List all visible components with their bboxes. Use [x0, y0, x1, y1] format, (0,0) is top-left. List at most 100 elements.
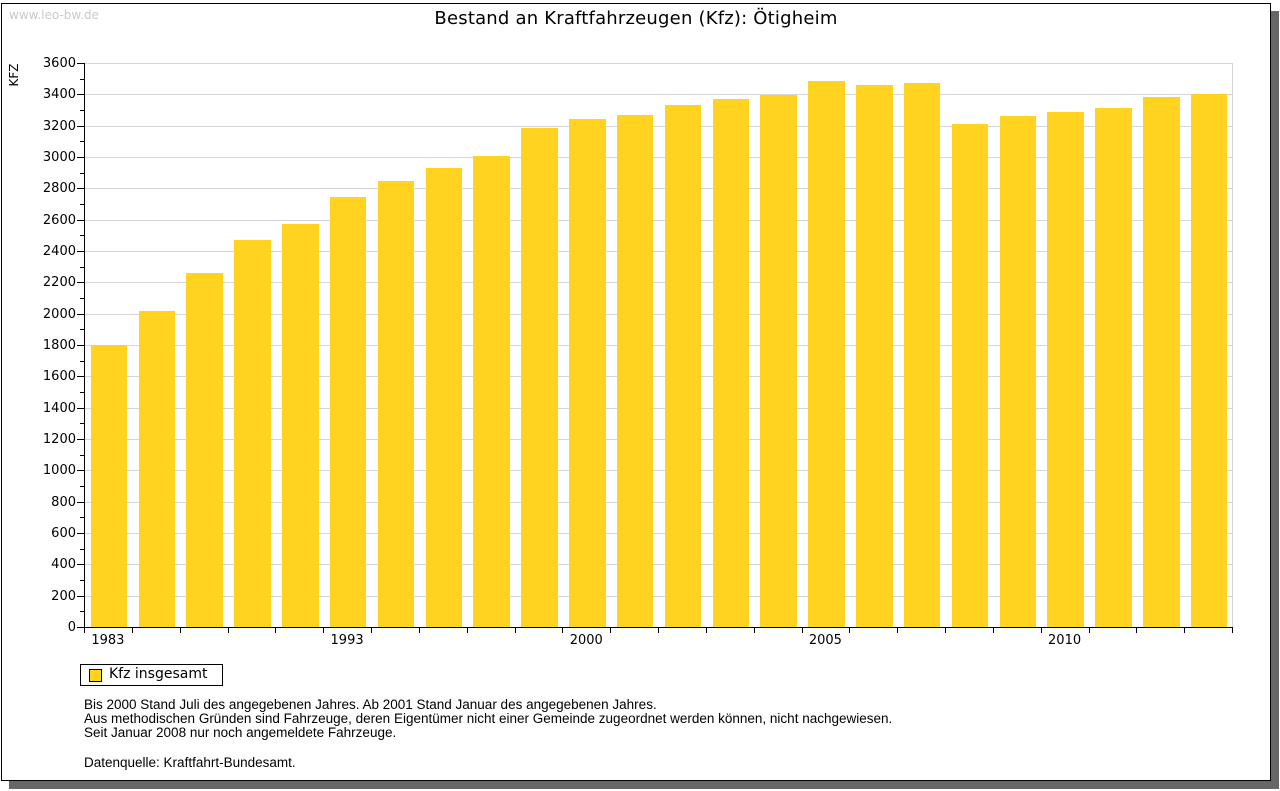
y-major-tick-0: [77, 627, 84, 628]
x-tick-11: [610, 628, 612, 633]
legend-swatch-icon: [89, 669, 102, 682]
x-tick-22: [1136, 628, 1138, 633]
y-minor-tick-2900: [80, 172, 84, 174]
y-major-tick-800: [77, 501, 84, 503]
bar-1983: [90, 345, 128, 627]
gridline-y-3400: [85, 94, 1233, 96]
x-tick-17: [897, 628, 899, 633]
y-tick-label-400: 400: [51, 557, 76, 573]
y-major-tick-1200: [77, 439, 84, 440]
bar-2000: [569, 119, 606, 627]
y-tick-label-200: 200: [51, 588, 76, 604]
data-source: Datenquelle: Kraftfahrt-Bundesamt.: [84, 755, 296, 770]
bar-2010: [1047, 111, 1084, 627]
x-tick-10: [562, 628, 564, 633]
y-major-tick-3600: [77, 63, 84, 64]
footnote-line: Aus methodischen Gründen sind Fahrzeuge,…: [84, 711, 893, 726]
y-minor-tick-3500: [80, 78, 84, 80]
bar-2009: [999, 116, 1036, 627]
x-tick-label-2005: 2005: [808, 633, 842, 648]
x-tick-24: [1232, 628, 1233, 633]
y-major-tick-3400: [77, 94, 84, 96]
gridline-y-3000: [85, 157, 1233, 158]
y-major-tick-2200: [77, 282, 84, 284]
y-tick-label-1400: 1400: [42, 400, 76, 416]
bar-1991: [282, 223, 319, 627]
x-tick-13: [705, 628, 707, 633]
y-major-tick-600: [77, 533, 84, 534]
x-tick-16: [849, 628, 851, 633]
y-tick-label-1000: 1000: [42, 463, 76, 479]
y-axis-title: KFZ: [7, 63, 21, 87]
bar-1987: [186, 272, 223, 627]
y-tick-label-3400: 3400: [42, 87, 76, 103]
y-major-tick-400: [77, 564, 84, 566]
gridline-y-400: [85, 564, 1233, 566]
y-major-tick-1600: [77, 376, 84, 378]
footnotes: Bis 2000 Stand Juli des angegebenen Jahr…: [84, 698, 892, 740]
bar-1998: [473, 156, 510, 627]
y-major-tick-200: [77, 595, 84, 597]
chart-frame: www.leo-bw.de Bestand an Kraftfahrzeugen…: [1, 3, 1271, 781]
x-tick-7: [418, 628, 420, 633]
x-tick-0: [84, 628, 85, 633]
y-minor-tick-1300: [80, 423, 84, 425]
y-minor-tick-2100: [80, 298, 84, 299]
bar-1999: [521, 128, 558, 627]
x-tick-1: [131, 628, 133, 633]
y-minor-tick-1500: [80, 392, 84, 393]
bar-2012: [1143, 97, 1180, 627]
watermark: www.leo-bw.de: [9, 8, 99, 22]
y-minor-tick-1700: [80, 360, 84, 362]
x-tick-label-2010: 2010: [1048, 633, 1082, 648]
x-tick-20: [1040, 628, 1042, 633]
y-tick-label-3200: 3200: [42, 118, 76, 134]
y-minor-tick-2700: [80, 204, 84, 205]
gridline-y-3600: [85, 63, 1233, 64]
gridline-y-800: [85, 501, 1233, 503]
y-major-tick-3000: [77, 157, 84, 158]
gridline-y-600: [85, 533, 1233, 534]
gridline-y-1400: [85, 407, 1233, 409]
x-tick-14: [753, 628, 755, 633]
y-tick-label-2400: 2400: [42, 244, 76, 259]
bar-1997: [425, 167, 462, 627]
y-major-tick-2800: [77, 188, 84, 190]
gridline-y-2200: [85, 282, 1233, 284]
y-tick-label-600: 600: [51, 526, 76, 541]
y-major-tick-3200: [77, 125, 84, 127]
y-tick-label-3000: 3000: [42, 150, 76, 165]
y-minor-tick-2500: [80, 235, 84, 237]
bar-2003: [712, 99, 749, 627]
y-minor-tick-900: [80, 486, 84, 487]
y-major-tick-2000: [77, 313, 84, 315]
bar-2013: [1190, 93, 1228, 627]
gridline-y-2800: [85, 188, 1233, 190]
y-major-tick-1800: [77, 345, 84, 346]
bar-1995: [377, 181, 415, 627]
x-tick-4: [275, 628, 277, 633]
bar-2007: [903, 82, 941, 627]
y-tick-label-1200: 1200: [42, 432, 76, 447]
bar-1993: [329, 196, 367, 627]
y-tick-label-2000: 2000: [42, 306, 76, 322]
gridline-y-1600: [85, 376, 1233, 378]
x-tick-5: [323, 628, 325, 633]
x-tick-9: [514, 628, 516, 633]
plot-area: [84, 63, 1233, 628]
chart-title: Bestand an Kraftfahrzeugen (Kfz): Ötighe…: [434, 8, 838, 29]
x-tick-12: [658, 628, 659, 633]
gridline-y-2400: [85, 251, 1233, 252]
bar-2004: [760, 95, 797, 627]
y-tick-label-1800: 1800: [42, 338, 76, 353]
y-minor-tick-3300: [80, 110, 84, 111]
gridline-y-1800: [85, 345, 1233, 346]
x-tick-label-1993: 1993: [330, 633, 364, 648]
x-tick-21: [1088, 628, 1090, 633]
bar-2011: [1095, 108, 1132, 627]
y-major-tick-1400: [77, 407, 84, 409]
x-tick-19: [992, 628, 994, 633]
bar-2001: [616, 115, 654, 627]
x-tick-15: [801, 628, 803, 633]
